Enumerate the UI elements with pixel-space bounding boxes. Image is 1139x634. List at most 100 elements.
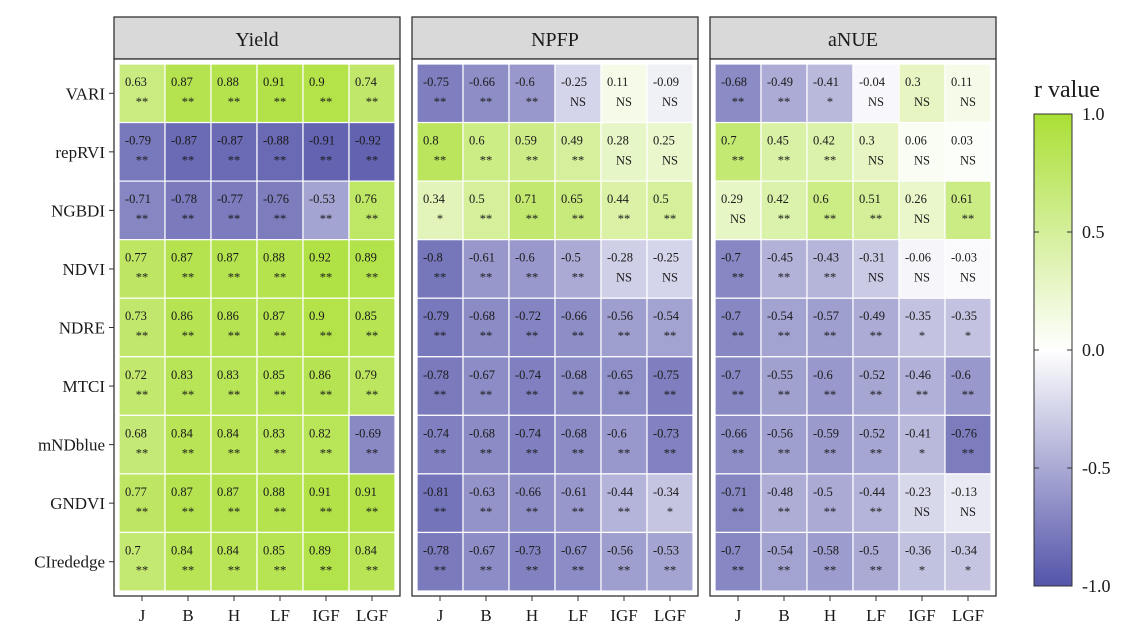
cell-value-label: 0.79 xyxy=(355,368,377,382)
heatmap-cell xyxy=(898,356,946,416)
heatmap-cell xyxy=(302,63,350,124)
heatmap-cell xyxy=(646,297,694,358)
cell-significance-label: ** xyxy=(480,329,493,343)
heatmap-cell xyxy=(256,239,304,299)
heatmap-cell xyxy=(806,63,854,124)
cell-value-label: -0.66 xyxy=(469,75,495,89)
heatmap-cell xyxy=(256,63,304,124)
cell-significance-label: ** xyxy=(182,154,195,168)
cell-value-label: 0.7 xyxy=(721,134,737,148)
x-tick-label: IGF xyxy=(610,606,637,625)
cell-value-label: -0.56 xyxy=(767,426,793,440)
cell-value-label: 0.88 xyxy=(217,75,239,89)
cell-value-label: 0.83 xyxy=(171,368,193,382)
cell-value-label: -0.34 xyxy=(653,485,680,499)
cell-significance-label: ** xyxy=(962,446,975,460)
cell-significance-label: ** xyxy=(182,505,195,519)
heatmap-cell xyxy=(944,180,992,241)
cell-value-label: -0.35 xyxy=(905,309,931,323)
cell-significance-label: ** xyxy=(778,154,791,168)
cell-significance-label: ** xyxy=(778,563,791,577)
panel-frame-1 xyxy=(411,58,699,597)
cell-value-label: -0.73 xyxy=(653,426,679,440)
heatmap-cell xyxy=(554,63,602,124)
cell-significance-label: NS xyxy=(914,212,930,226)
cell-value-label: -0.49 xyxy=(859,309,885,323)
heatmap-cell xyxy=(944,473,992,534)
cell-value-label: -0.78 xyxy=(423,368,449,382)
cell-value-label: 0.44 xyxy=(607,192,630,206)
cell-value-label: -0.66 xyxy=(721,426,747,440)
heatmap-cell xyxy=(714,531,762,592)
cell-value-label: 0.91 xyxy=(309,485,331,499)
heatmap-cell xyxy=(806,180,854,241)
cell-significance-label: ** xyxy=(732,505,745,519)
cell-significance-label: ** xyxy=(228,329,241,343)
cell-value-label: 0.85 xyxy=(263,543,285,557)
cell-value-label: -0.75 xyxy=(653,368,679,382)
cell-significance-label: ** xyxy=(732,388,745,402)
panel-header-1 xyxy=(411,16,699,60)
heatmap-cell xyxy=(508,180,556,241)
cell-significance-label: ** xyxy=(664,446,677,460)
heatmap-cell xyxy=(416,473,464,534)
cell-value-label: 0.92 xyxy=(309,251,331,265)
cell-significance-label: ** xyxy=(618,388,631,402)
heatmap-cell xyxy=(164,63,212,124)
cell-value-label: -0.56 xyxy=(607,543,633,557)
cell-value-label: 0.42 xyxy=(767,192,789,206)
cell-value-label: -0.74 xyxy=(515,368,542,382)
heatmap-cell xyxy=(348,239,396,299)
cell-value-label: 0.28 xyxy=(607,134,629,148)
cell-value-label: 0.91 xyxy=(263,75,285,89)
cell-significance-label: ** xyxy=(366,95,379,109)
heatmap-cell xyxy=(600,180,648,241)
cell-value-label: 0.65 xyxy=(561,192,583,206)
heatmap-cell xyxy=(714,297,762,358)
cell-value-label: 0.83 xyxy=(263,426,285,440)
cell-significance-label: ** xyxy=(274,388,287,402)
cell-value-label: 0.88 xyxy=(263,485,285,499)
cell-significance-label: ** xyxy=(366,212,379,226)
heatmap-cell xyxy=(806,239,854,299)
cell-significance-label: ** xyxy=(274,154,287,168)
cell-significance-label: ** xyxy=(526,271,539,285)
cell-significance-label: ** xyxy=(228,154,241,168)
cell-value-label: 0.8 xyxy=(423,134,439,148)
cell-value-label: -0.68 xyxy=(721,75,747,89)
cell-value-label: -0.7 xyxy=(721,368,741,382)
heatmap-cell xyxy=(256,297,304,358)
cell-value-label: 0.63 xyxy=(125,75,147,89)
heatmap-cell xyxy=(760,63,808,124)
heatmap-cell xyxy=(164,473,212,534)
cell-significance-label: ** xyxy=(526,154,539,168)
heatmap-cell xyxy=(646,63,694,124)
cell-value-label: 0.49 xyxy=(561,134,583,148)
panel-title: NPFP xyxy=(531,29,579,51)
cell-value-label: 0.29 xyxy=(721,192,743,206)
heatmap-cell xyxy=(118,180,166,241)
cell-significance-label: ** xyxy=(870,505,883,519)
cell-value-label: -0.5 xyxy=(813,485,833,499)
cell-significance-label: ** xyxy=(664,388,677,402)
cell-value-label: -0.68 xyxy=(561,426,587,440)
heatmap-cell xyxy=(118,297,166,358)
heatmap-cell xyxy=(416,239,464,299)
heatmap-cell xyxy=(348,414,396,475)
cell-value-label: 0.74 xyxy=(355,75,378,89)
cell-value-label: 0.42 xyxy=(813,134,835,148)
cell-significance-label: ** xyxy=(526,505,539,519)
heatmap-cell xyxy=(508,473,556,534)
heatmap-cell xyxy=(852,356,900,416)
cell-significance-label: ** xyxy=(480,154,493,168)
cell-value-label: -0.6 xyxy=(515,75,535,89)
cell-value-label: -0.78 xyxy=(171,192,197,206)
y-tick-label: VARI xyxy=(66,84,106,103)
heatmap-cell xyxy=(714,239,762,299)
cell-significance-label: ** xyxy=(366,505,379,519)
heatmap-cell xyxy=(508,356,556,416)
cell-value-label: -0.76 xyxy=(263,192,289,206)
cell-significance-label: ** xyxy=(824,446,837,460)
cell-significance-label: ** xyxy=(320,154,333,168)
cell-significance-label: ** xyxy=(136,329,149,343)
